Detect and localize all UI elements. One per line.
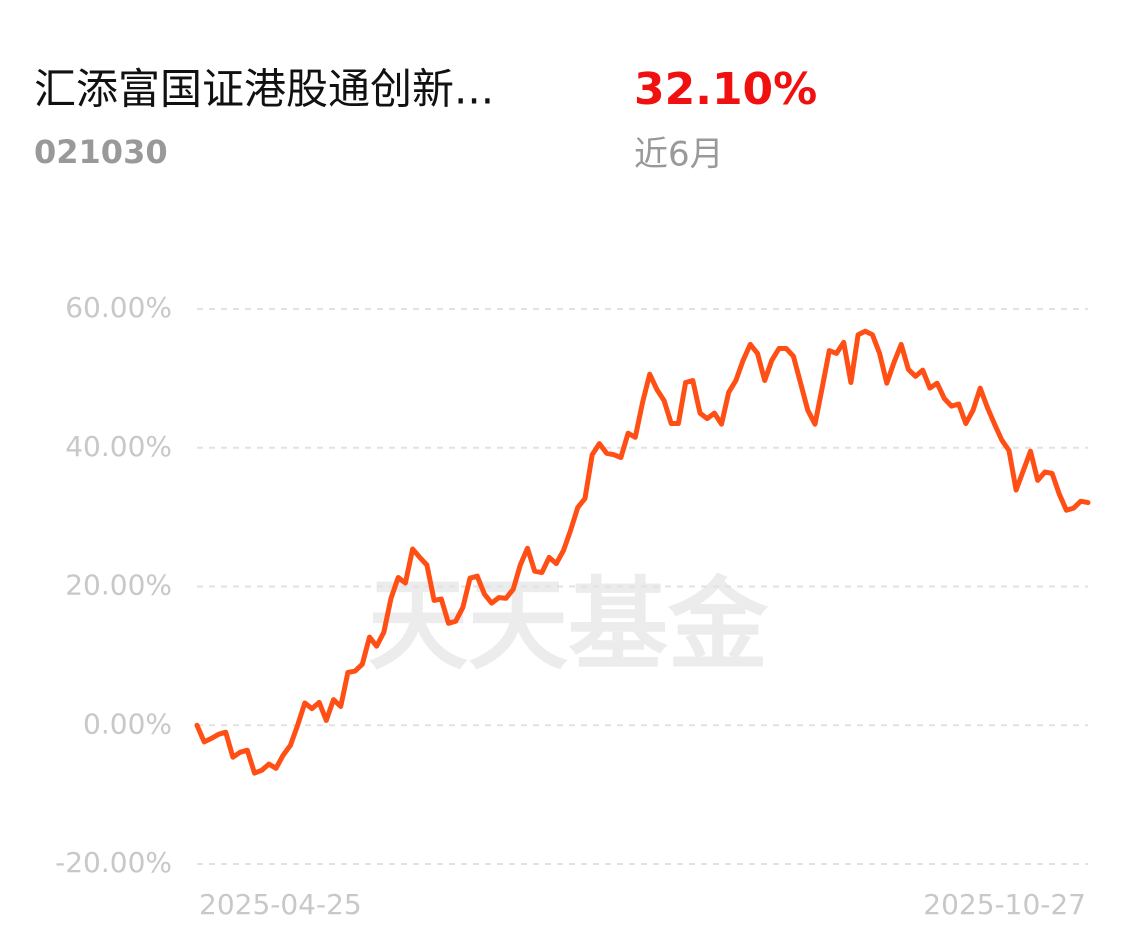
y-tick-label: -20.00%	[55, 846, 172, 879]
x-tick-label: 2025-10-27	[923, 888, 1086, 921]
x-tick-label: 2025-04-25	[199, 888, 362, 921]
y-tick-label: 60.00%	[65, 291, 172, 324]
y-tick-label: 0.00%	[83, 707, 172, 740]
fund-code: 021030	[34, 133, 168, 171]
fund-title: 汇添富国证港股通创新...	[34, 65, 494, 114]
y-tick-label: 40.00%	[65, 430, 172, 463]
return-value: 32.10%	[634, 64, 817, 115]
period-label: 近6月	[634, 135, 724, 175]
y-tick-label: 20.00%	[65, 569, 172, 602]
watermark: 天天基金	[368, 566, 769, 683]
line-series	[194, 328, 1091, 776]
